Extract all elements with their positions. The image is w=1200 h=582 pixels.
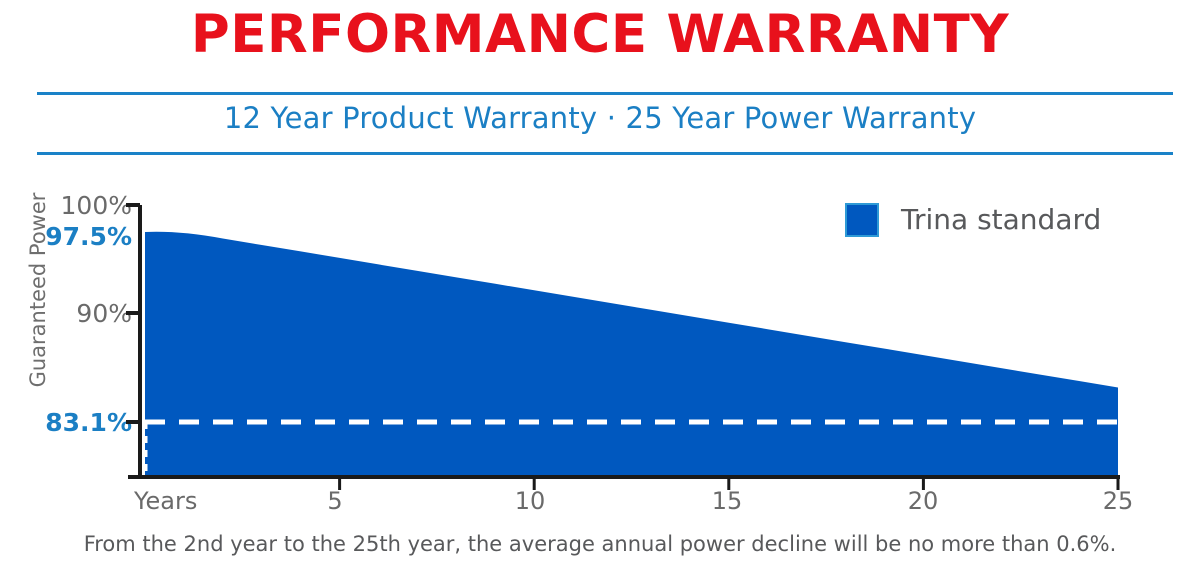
y-tick-100: 100% bbox=[60, 191, 132, 220]
legend-label-trina-standard: Trina standard bbox=[901, 203, 1102, 236]
x-tick-10: 10 bbox=[514, 487, 546, 515]
y-tick-83-1: 83.1% bbox=[45, 408, 132, 437]
chart-legend: Trina standard bbox=[845, 203, 1101, 237]
chart-svg bbox=[126, 203, 1120, 490]
x-tick-20: 20 bbox=[907, 487, 939, 515]
page-title: PERFORMANCE WARRANTY bbox=[190, 4, 1010, 65]
plot-group bbox=[126, 203, 1120, 490]
y-tick-97-5: 97.5% bbox=[45, 222, 132, 251]
x-tick-5: 5 bbox=[327, 487, 343, 515]
x-tick-25: 25 bbox=[1102, 487, 1134, 515]
subtitle: 12 Year Product Warranty · 25 Year Power… bbox=[223, 101, 977, 135]
legend-swatch-trina-standard bbox=[845, 203, 879, 237]
divider-top bbox=[37, 92, 1173, 95]
y-tick-90: 90% bbox=[76, 299, 132, 328]
x-axis-label-years: Years bbox=[134, 487, 198, 515]
area-series-trina-standard bbox=[145, 231, 1118, 477]
footnote: From the 2nd year to the 25th year, the … bbox=[83, 532, 1117, 556]
x-tick-15: 15 bbox=[711, 487, 743, 515]
warranty-area-chart bbox=[0, 180, 1200, 500]
divider-bottom bbox=[37, 152, 1173, 155]
